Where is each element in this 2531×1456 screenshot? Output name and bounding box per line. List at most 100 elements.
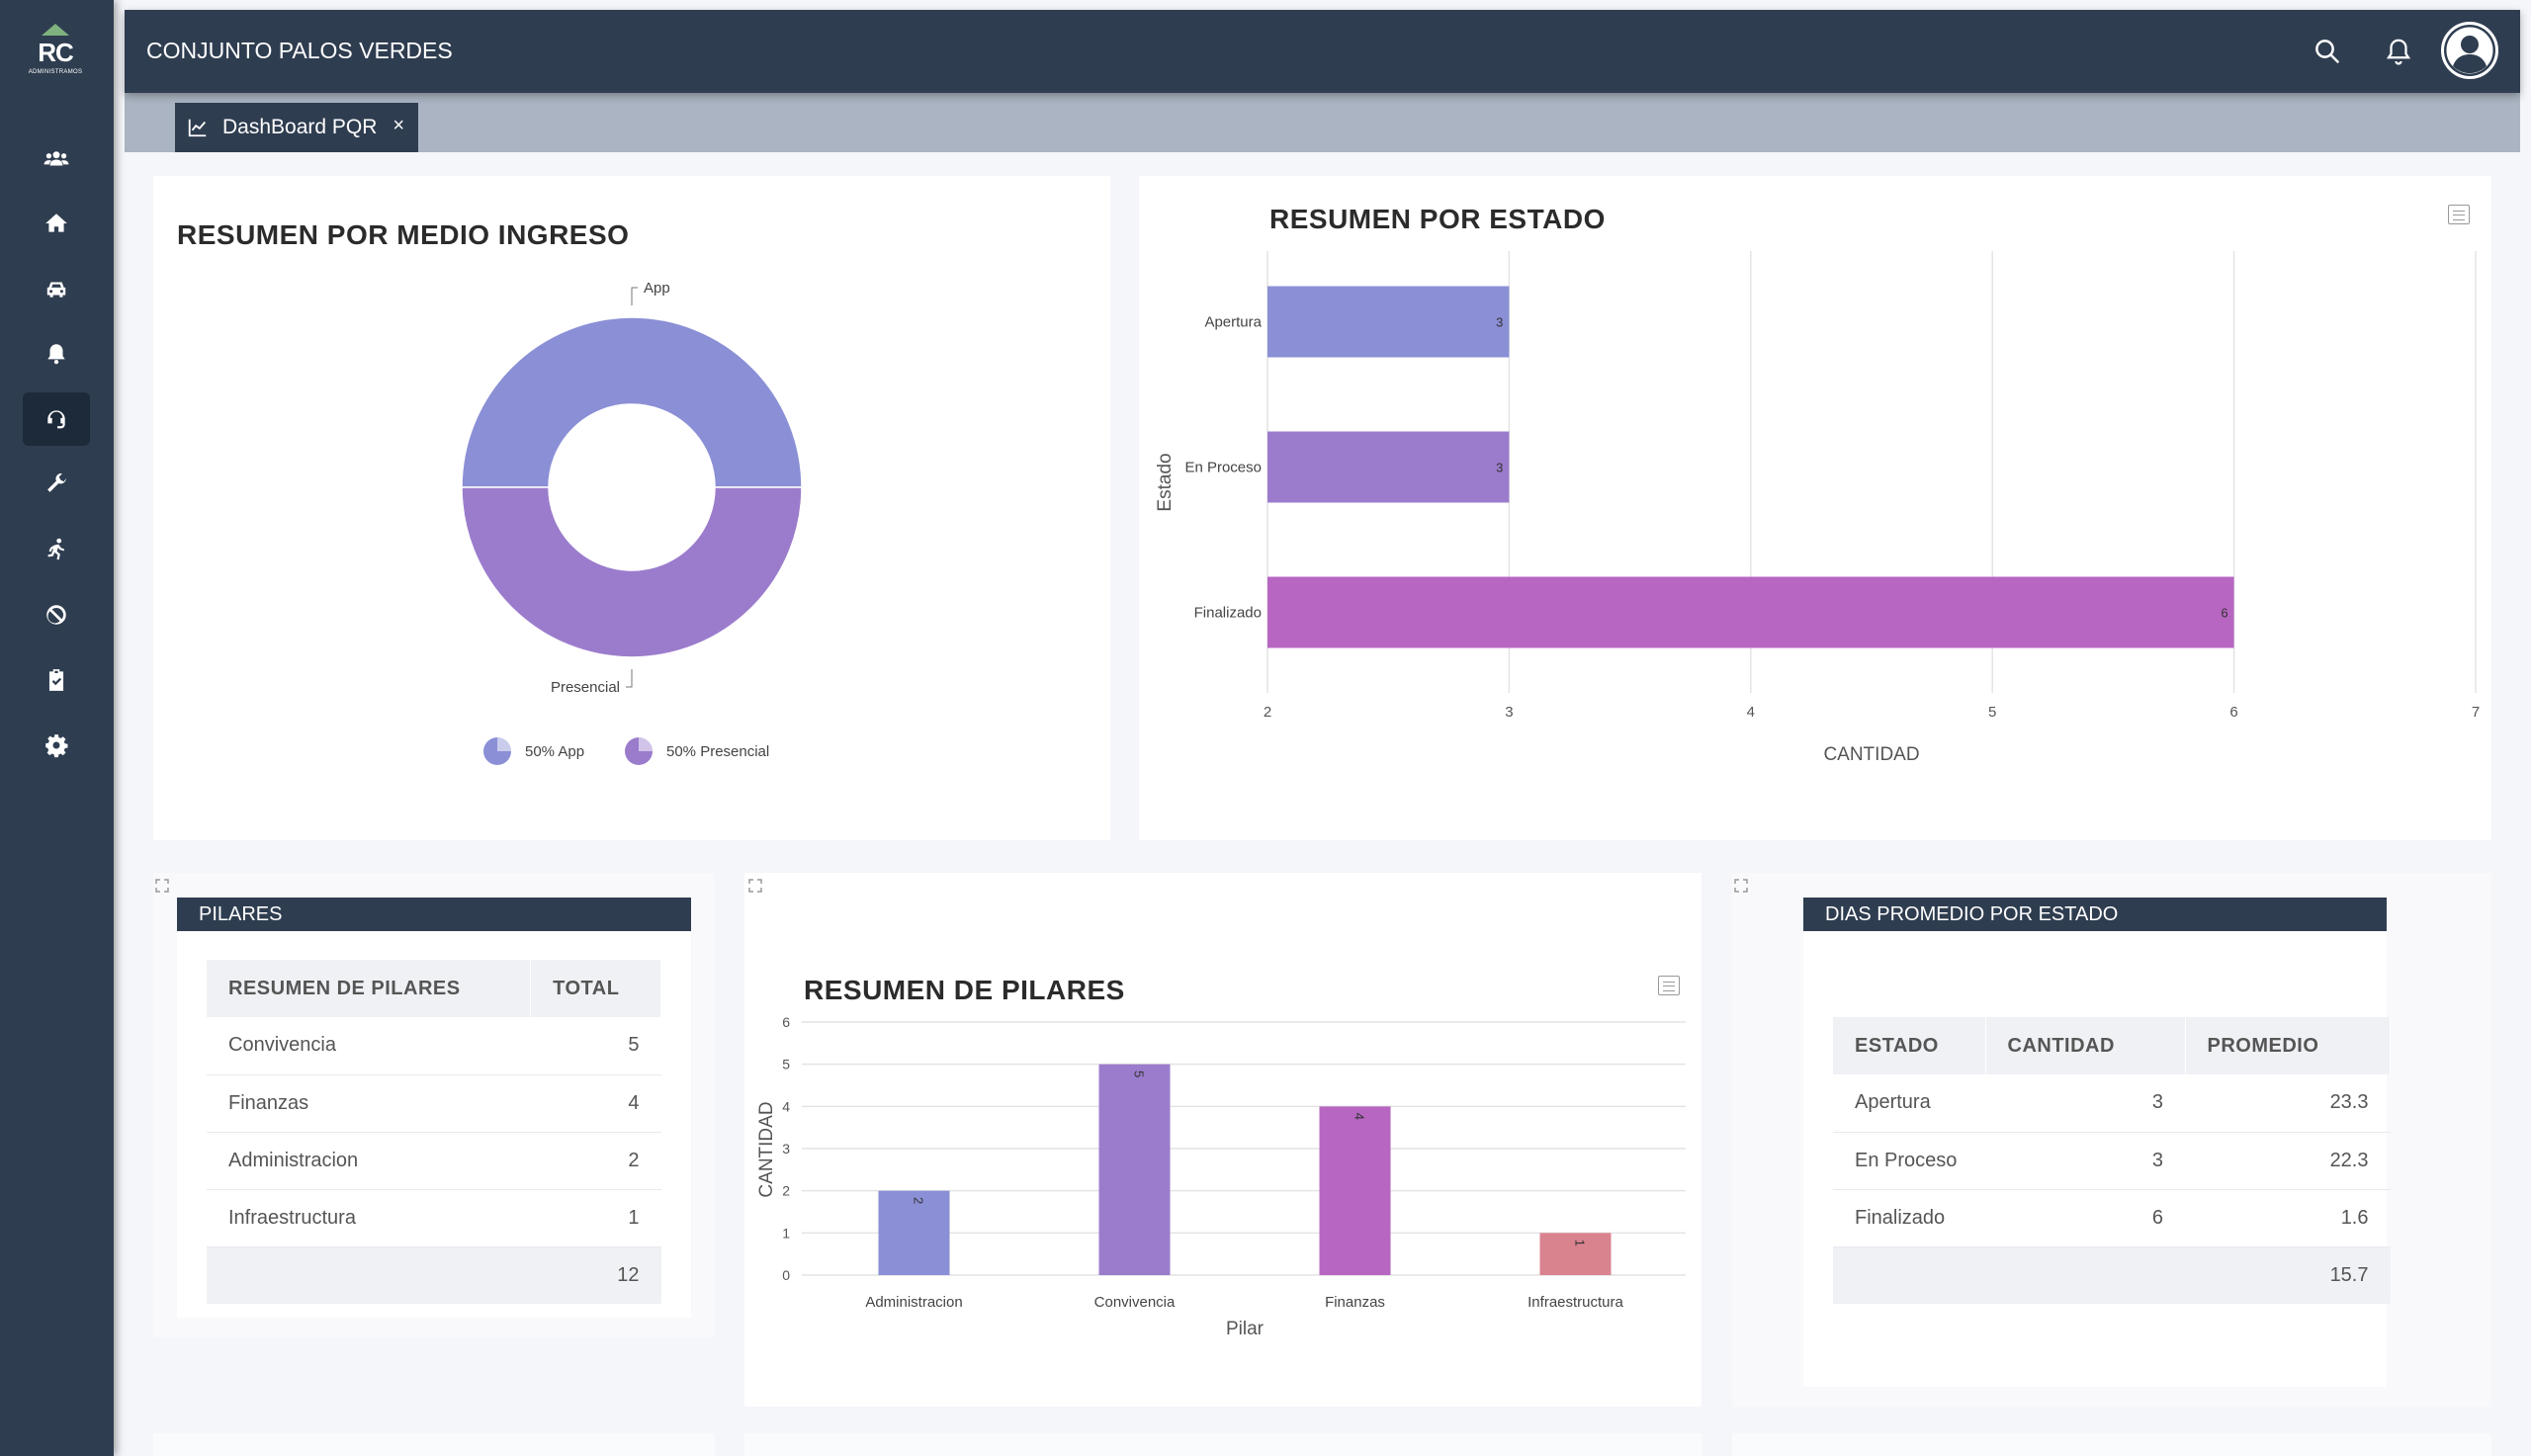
column-header[interactable]: RESUMEN DE PILARES [207,960,532,1017]
dias-panel: DIAS PROMEDIO POR ESTADO ESTADO CANTIDAD… [1732,873,2491,1407]
total-label [1833,1246,1985,1304]
sidebar-item-activities[interactable] [23,523,90,576]
table-row[interactable]: Finalizado 6 1.6 [1833,1189,2391,1247]
dias-table: ESTADO CANTIDAD PROMEDIO Apertura 3 23.3 En… [1833,1017,2391,1304]
clipboard-check-icon [48,669,64,691]
legend-marker-wedge [639,737,653,751]
pilar-name: Infraestructura [207,1189,531,1247]
column-header[interactable]: PROMEDIO [2185,1017,2391,1074]
slice-label: App [644,280,670,297]
ban-icon [46,605,66,625]
data-label: 1 [1573,1240,1588,1246]
sidebar-item-pqr[interactable] [23,392,90,446]
chart-line-icon [188,119,207,137]
tick-label: 1 [782,1225,790,1241]
search-button[interactable] [2308,32,2347,71]
bar [1539,1233,1612,1275]
pilares-chart-panel: RESUMEN DE PILARES 0 1 2 3 4 5 6 2 Administracio… [744,873,1702,1407]
table-row[interactable]: En Proceso 3 22.3 [1833,1132,2391,1190]
bar [878,1190,950,1275]
promedio-total: 15.7 [2185,1246,2391,1304]
chart-menu-icon[interactable] [2448,205,2470,224]
column-header[interactable]: TOTAL [530,960,661,1017]
pilares-panel: PILARES RESUMEN DE PILARES TOTAL Convive… [153,873,715,1337]
category-label: En Proceso [1184,460,1262,476]
tab-dashboard-pqr[interactable]: DashBoard PQR × [175,103,418,152]
tick-label: 5 [782,1057,790,1072]
sidebar-item-settings[interactable] [23,719,90,772]
data-label: 6 [2221,606,2227,621]
category-label: Convivencia [1094,1294,1176,1311]
slice-label: Presencial [551,679,620,696]
pilar-total: 2 [530,1132,661,1190]
lower-panel [153,1433,715,1456]
estado-name: Apertura [1833,1074,1985,1133]
bar [1319,1106,1391,1275]
panel-title: RESUMEN DE PILARES [804,975,1125,1005]
estado-name: En Proceso [1833,1132,1985,1190]
pilares-total: 12 [530,1246,661,1304]
legend-label: 50% App [525,743,584,760]
tick-label: 2 [1264,704,1271,721]
sidebar-item-users[interactable] [23,132,90,186]
home-icon [45,214,67,232]
legend-label: 50% Presencial [666,743,769,760]
sidebar-item-vehicles[interactable] [23,262,90,315]
tick-label: 7 [2472,704,2480,721]
bar [1098,1064,1171,1275]
expand-icon[interactable] [155,879,169,893]
tick-label: 6 [2229,704,2237,721]
category-label: Apertura [1204,314,1262,331]
table-row[interactable]: Finanzas 4 [207,1074,661,1133]
tab-label: DashBoard PQR [222,116,378,138]
bell-icon [2386,39,2411,65]
table-row[interactable]: Apertura 3 23.3 [1833,1074,2391,1133]
tick-label: 4 [1747,704,1755,721]
x-axis-label: Pilar [1226,1319,1265,1339]
pilares-bar-chart: 0 1 2 3 4 5 6 2 Administracion 5 Convivencia 4 Finan… [756,1014,1686,1339]
page-title: CONJUNTO PALOS VERDES [146,38,453,63]
donut-chart: App Presencial 50% App 50% Presencial [461,280,803,765]
category-label: Infraestructura [1527,1294,1623,1311]
category-label: Administracion [865,1294,962,1311]
expand-icon[interactable] [748,879,762,893]
estado-panel: RESUMEN POR ESTADO 2 3 4 5 6 7 3 Apertura 3 En Pr… [1139,176,2491,840]
table-row[interactable]: Convivencia 5 [207,1017,661,1075]
table-row[interactable]: Administracion 2 [207,1132,661,1190]
estado-bar-chart: 2 3 4 5 6 7 3 Apertura 3 En Proceso 6 Finalizado CAN… [1155,251,2480,765]
table-row[interactable]: Infraestructura 1 [207,1189,661,1247]
chart-menu-icon[interactable] [1658,976,1680,995]
tick-label: 6 [782,1014,790,1030]
sidebar-item-notifications[interactable] [23,327,90,381]
column-header[interactable]: CANTIDAD [1985,1017,2186,1074]
expand-icon[interactable] [1734,879,1748,893]
y-axis-label: CANTIDAD [756,1101,777,1197]
data-label: 3 [1496,461,1503,475]
car-icon [46,282,66,298]
app-logo[interactable]: RC ADMINISTRAMOS [24,22,87,85]
sidebar-item-tasks[interactable] [23,653,90,707]
wrench-icon [47,473,66,492]
pilar-total: 5 [530,1017,661,1075]
sidebar-item-restrictions[interactable] [23,588,90,642]
y-axis-label: Estado [1155,453,1176,511]
sidebar-item-home[interactable] [23,197,90,250]
card-header: PILARES [177,898,691,931]
logo-subtitle: ADMINISTRAMOS [28,69,83,75]
donut-slice [461,316,803,488]
bar [1267,576,2234,648]
user-avatar-icon [2444,25,2495,76]
gear-icon [45,734,68,758]
running-icon [47,538,65,560]
estado-promedio: 23.3 [2185,1074,2391,1133]
column-header[interactable]: ESTADO [1833,1017,1986,1074]
tab-close-button[interactable]: × [393,115,404,136]
sidebar-item-maintenance[interactable] [23,458,90,511]
tick-label: 3 [1505,704,1513,721]
pilar-total: 4 [530,1074,661,1133]
bell-icon [47,344,65,365]
notifications-button[interactable] [2379,32,2418,71]
user-avatar[interactable] [2441,22,2498,79]
data-label: 5 [1132,1071,1147,1077]
users-icon [44,151,69,166]
